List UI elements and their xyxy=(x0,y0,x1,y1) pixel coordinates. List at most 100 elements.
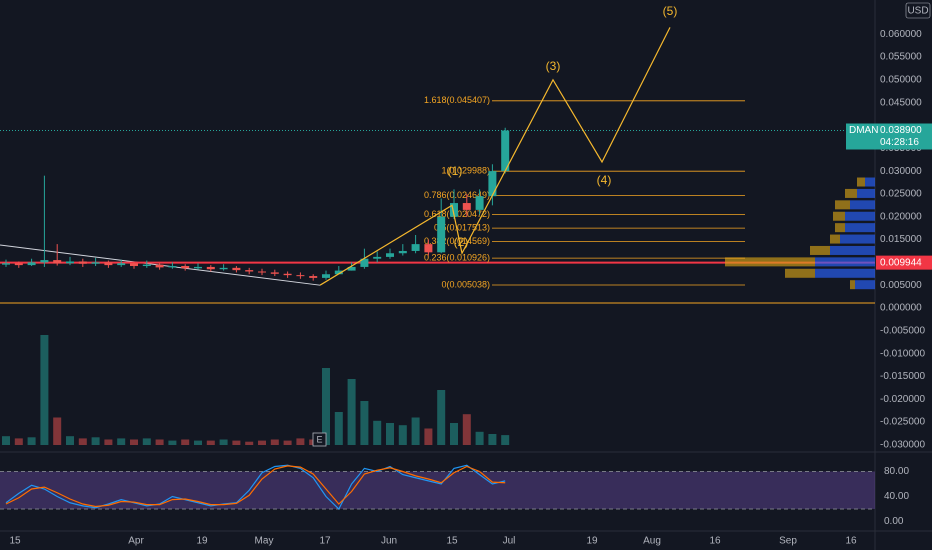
profile-down xyxy=(833,211,845,221)
y-tick-label: -0.015000 xyxy=(880,371,925,382)
volume-bar xyxy=(206,440,215,445)
elliott-path xyxy=(319,27,671,286)
volume-bar xyxy=(155,439,164,445)
candle-body xyxy=(334,270,343,275)
volume-bar xyxy=(117,438,126,445)
volume-bar xyxy=(27,437,36,445)
volume-bar xyxy=(437,390,446,445)
wave-label: (1) xyxy=(448,164,463,178)
y-tick-label: 0.020000 xyxy=(880,211,922,222)
volume-bar xyxy=(450,423,458,445)
y-tick-label: 0.045000 xyxy=(880,97,922,108)
candle-body xyxy=(40,260,49,263)
y-tick-label: 0.000000 xyxy=(880,303,922,314)
x-tick-label: 16 xyxy=(709,536,721,547)
level-box xyxy=(876,255,932,270)
candle-body xyxy=(27,262,36,266)
candle-body xyxy=(360,258,369,267)
x-tick-label: Apr xyxy=(128,536,144,547)
profile-down xyxy=(725,257,815,267)
candle-body xyxy=(232,267,241,271)
y-tick-label: 0.015000 xyxy=(880,234,922,245)
last-price-box xyxy=(846,123,932,150)
rsi-line xyxy=(5,465,506,508)
volume-bar xyxy=(373,420,382,445)
volume-bar xyxy=(334,412,343,445)
candle-body xyxy=(245,270,254,272)
x-tick-label: 19 xyxy=(196,536,208,547)
y-tick-label: 0.055000 xyxy=(880,52,922,63)
candle-body xyxy=(91,262,100,264)
candle-body xyxy=(270,272,279,274)
candle-body xyxy=(322,274,330,278)
candle-body xyxy=(130,263,138,267)
wave-label: (5) xyxy=(663,4,678,18)
volume-bar xyxy=(130,439,138,445)
profile-down xyxy=(835,223,845,233)
currency: USD xyxy=(907,6,928,17)
candle-body xyxy=(78,261,87,264)
candle-body xyxy=(398,250,407,254)
candle-body xyxy=(258,271,266,273)
volume-bar xyxy=(66,436,74,445)
candle-body xyxy=(386,253,394,257)
profile-up xyxy=(815,257,875,267)
volume-bar xyxy=(14,438,23,445)
volume-bar xyxy=(91,437,100,445)
y-tick-label: -0.030000 xyxy=(880,440,925,451)
candle-body xyxy=(462,203,471,210)
candle-body xyxy=(373,256,382,259)
volume-bar xyxy=(386,423,394,445)
volume-bar xyxy=(270,439,279,445)
candle-body xyxy=(475,196,484,210)
volume-bar xyxy=(475,431,484,445)
volume-bar xyxy=(181,439,190,445)
candle-body xyxy=(66,261,74,264)
x-tick-label: Jun xyxy=(381,536,397,547)
volume-bar xyxy=(2,436,10,445)
candle-body xyxy=(501,130,510,172)
y-tick-label: 0.060000 xyxy=(880,29,922,40)
candle-body xyxy=(309,276,318,278)
volume-bar xyxy=(398,425,407,445)
event-marker: E xyxy=(316,434,322,444)
fib-label: 0.786(0.024649) xyxy=(424,190,490,200)
x-tick-label: 17 xyxy=(319,536,331,547)
candle-body xyxy=(53,260,62,264)
profile-up xyxy=(845,211,875,221)
volume-bar xyxy=(488,434,497,445)
rsi-tick-label: 0.00 xyxy=(884,516,904,527)
x-tick-label: Sep xyxy=(779,536,797,547)
wave-label: (3) xyxy=(546,59,561,73)
y-tick-label: 0.025000 xyxy=(880,189,922,200)
profile-up xyxy=(815,268,875,278)
volume-bar xyxy=(411,417,420,445)
fib-label: 0.5(0.017513) xyxy=(434,222,490,232)
candle-body xyxy=(181,266,190,269)
volume-bar xyxy=(283,440,292,445)
profile-down xyxy=(830,234,840,244)
volume-bar xyxy=(194,440,202,445)
rsi-tick-label: 80.00 xyxy=(884,466,909,477)
fib-label: 0(0.005038) xyxy=(441,279,490,289)
candle-body xyxy=(14,263,23,266)
candle-body xyxy=(437,216,446,253)
fib-label: 1(0.029988) xyxy=(441,166,490,176)
volume-bar xyxy=(501,435,510,445)
volume-bar xyxy=(232,440,241,445)
candle-body xyxy=(117,263,126,266)
rsi-band xyxy=(0,471,875,509)
candle-body xyxy=(219,267,228,270)
profile-down xyxy=(785,268,815,278)
profile-up xyxy=(857,188,875,198)
y-tick-label: 0.005000 xyxy=(880,280,922,291)
volume-bar xyxy=(78,438,87,445)
candle-body xyxy=(206,266,215,270)
rsi-tick-label: 40.00 xyxy=(884,491,909,502)
last-price-label: 0.038900 xyxy=(880,125,922,136)
y-tick-label: -0.025000 xyxy=(880,417,925,428)
candle-body xyxy=(283,273,292,276)
x-tick-label: Aug xyxy=(643,536,661,547)
